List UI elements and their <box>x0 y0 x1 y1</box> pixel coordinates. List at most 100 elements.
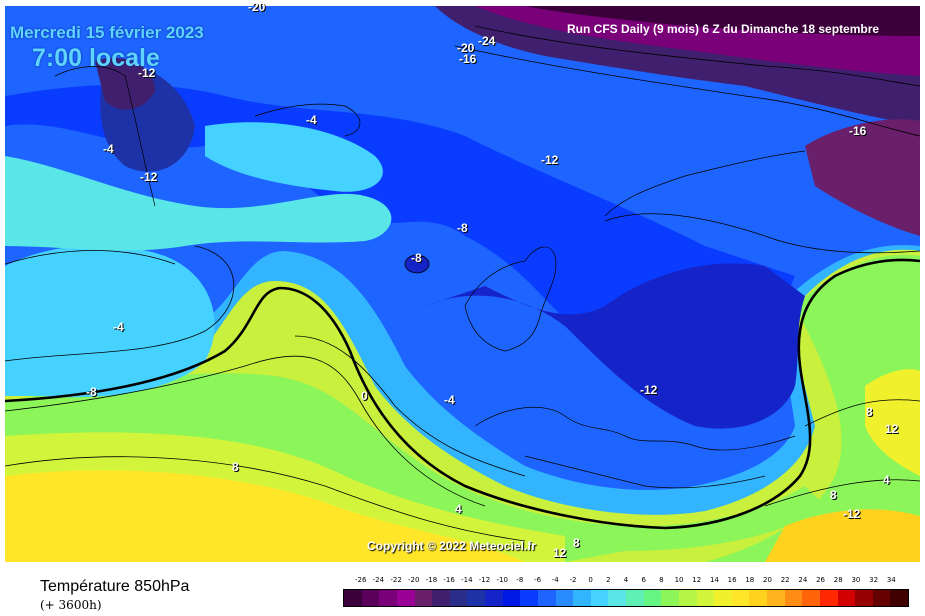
scale-swatch <box>467 590 485 606</box>
scale-tick-label: -2 <box>569 576 577 584</box>
parameter-title: Température 850hPa <box>40 578 190 595</box>
scale-tick-label: -26 <box>354 576 367 584</box>
contour-label: -8 <box>457 221 468 235</box>
scale-swatch <box>714 590 732 606</box>
isotherm-line <box>5 456 526 542</box>
forecast-date: Mercredi 15 février 2023 <box>10 23 204 42</box>
isotherm-line <box>5 355 486 507</box>
scale-swatch <box>520 590 538 606</box>
contour-label: 0 <box>361 389 368 403</box>
scale-swatch <box>344 590 362 606</box>
contour-label: 4 <box>883 473 890 487</box>
scale-swatch <box>361 590 380 606</box>
scale-swatch <box>396 590 415 606</box>
isotherm-line <box>5 250 176 265</box>
isotherm-line <box>804 399 920 427</box>
scale-swatch <box>872 590 891 606</box>
scale-swatch <box>537 590 556 606</box>
scale-swatch <box>661 590 679 606</box>
contour-label: 12 <box>553 546 567 560</box>
scale-swatch <box>890 590 908 606</box>
atlantic-light-region <box>5 245 215 398</box>
scale-tick-label: -20 <box>408 576 420 584</box>
scale-tick-label: 6 <box>641 576 646 584</box>
scale-tick-label: 34 <box>886 576 896 584</box>
scale-tick-label: 16 <box>727 576 737 584</box>
copyright-notice: Copyright © 2022 Meteociel.fr <box>367 539 536 553</box>
coastline-scandinavia <box>604 150 806 217</box>
contour-label: -16 <box>849 124 867 138</box>
scale-swatch <box>379 590 397 606</box>
green-yellow-region <box>5 432 565 562</box>
scale-tick-label: 10 <box>674 576 684 584</box>
scale-tick-label: 28 <box>833 576 843 584</box>
contour-label: -4 <box>113 320 124 334</box>
temperature-color-scale: -26 -24 -22 -20 -18 -16 -14 -12 -10 -8 -6 -4 -2 0 2 4 6 8… <box>343 576 909 607</box>
scale-tick-label: -16 <box>443 576 455 584</box>
contour-label: -12 <box>140 170 158 184</box>
contour-label: -4 <box>103 142 114 156</box>
scale-tick-label: 12 <box>692 576 702 584</box>
yellow-region <box>5 470 525 562</box>
scale-swatch <box>573 590 591 606</box>
contour-label: 8 <box>573 536 580 550</box>
run-info: Run CFS Daily (9 mois) 6 Z du Dimanche 1… <box>567 22 880 36</box>
scale-swatch <box>731 590 750 606</box>
scale-tick-label: -12 <box>478 576 491 584</box>
temperature-map <box>5 6 920 562</box>
scale-swatch <box>678 590 697 606</box>
contour-label: 8 <box>866 405 873 419</box>
arctic-coldest-band <box>525 6 920 36</box>
contour-label: -12 <box>138 66 156 80</box>
contour-label: -20 <box>457 41 475 55</box>
scale-swatch <box>449 590 468 606</box>
east-green-region <box>705 254 920 562</box>
continental-cold-region <box>425 263 805 429</box>
scale-tick-label: 22 <box>780 576 790 584</box>
scale-swatch <box>626 590 644 606</box>
contour-label: -24 <box>478 34 496 48</box>
scale-tick-label: 18 <box>745 576 755 584</box>
contour-label: 12 <box>885 422 899 436</box>
contour-label: -12 <box>843 507 861 521</box>
scale-swatch <box>837 590 856 606</box>
scale-tick-label: 4 <box>623 576 629 584</box>
deep-blue-region <box>5 84 795 376</box>
contour-label: 8 <box>830 488 837 502</box>
scale-tick-label: 30 <box>851 576 861 584</box>
scale-tick-labels: -26 -24 -22 -20 -18 -16 -14 -12 -10 -8 -6 -4 -2 0 2 4 6 8… <box>343 576 909 588</box>
scale-swatch <box>767 590 785 606</box>
scale-swatch <box>784 590 803 606</box>
scale-tick-label: -22 <box>390 576 402 584</box>
scale-tick-label: -24 <box>372 576 385 584</box>
scale-tick-label: -6 <box>534 576 542 584</box>
scale-tick-label: 26 <box>816 576 826 584</box>
southeast-yellow-region <box>765 509 920 562</box>
coastline-british-isles <box>464 246 557 352</box>
contour-label: -8 <box>411 251 422 265</box>
coastline-mediterranean <box>524 455 766 489</box>
scale-color-bar <box>343 589 909 607</box>
scale-tick-label: 20 <box>763 576 772 584</box>
isotherm-line <box>5 245 235 362</box>
east-yellow-region <box>865 369 920 476</box>
isotherm-line <box>474 25 920 87</box>
contour-label: -20 <box>248 0 266 14</box>
scale-tick-label: 24 <box>798 576 808 584</box>
scale-tick-label: 2 <box>606 576 611 584</box>
iceland-light-region <box>205 122 383 192</box>
contour-label: -4 <box>306 113 317 127</box>
contour-label: -12 <box>640 383 658 397</box>
scale-tick-label: 8 <box>659 576 664 584</box>
scale-swatch <box>696 590 715 606</box>
contour-label: -16 <box>459 52 477 66</box>
forecast-time: 7:00 locale <box>32 44 160 72</box>
greenland-core <box>95 57 155 110</box>
scale-tick-label: 32 <box>869 576 879 584</box>
isotherm-line <box>604 213 920 254</box>
scale-swatch <box>432 590 450 606</box>
contour-label: 4 <box>455 502 462 516</box>
scale-swatch <box>590 590 609 606</box>
scale-tick-label: -18 <box>425 576 438 584</box>
